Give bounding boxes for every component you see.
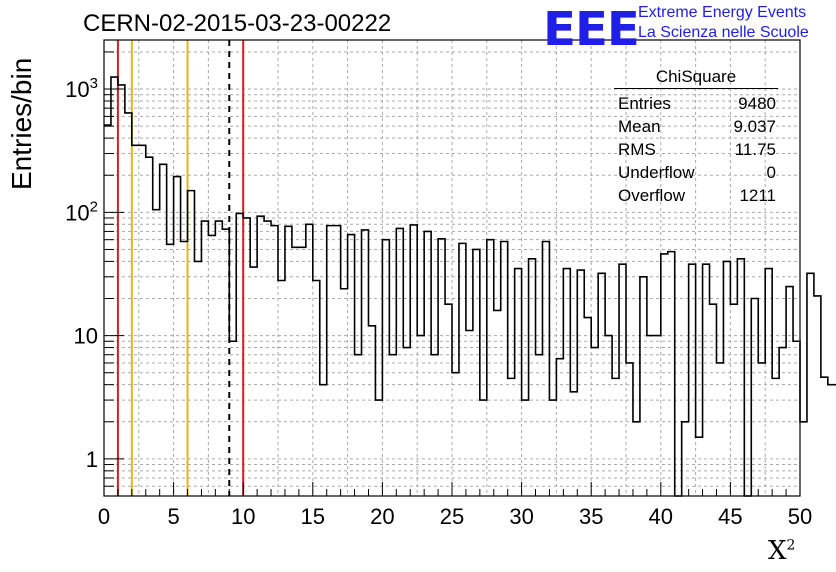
- histogram-line: [104, 76, 836, 497]
- y-tick-label: 102: [65, 198, 98, 225]
- chart-title: CERN-02-2015-03-23-00222: [83, 10, 392, 37]
- stats-row: RMS 11.75: [614, 138, 778, 161]
- x-tick-label: 0: [98, 504, 110, 529]
- y-tick-label: 10: [74, 324, 98, 349]
- x-axis-label-exponent: 2: [786, 537, 796, 554]
- stats-label: Overflow: [618, 186, 686, 205]
- x-tick-label: 45: [718, 504, 742, 529]
- stats-value: 1211: [739, 186, 776, 205]
- stats-label: Underflow: [618, 163, 695, 182]
- stats-label: RMS: [618, 140, 656, 159]
- stats-row: Mean 9.037: [614, 115, 778, 138]
- stats-row: Overflow 1211: [614, 184, 778, 207]
- reference-lines: [116, 40, 245, 496]
- x-tick-label: 35: [579, 504, 603, 529]
- stats-value: 9480: [738, 94, 776, 113]
- y-tick-label: 1: [86, 447, 98, 472]
- stats-value: 9.037: [733, 117, 776, 136]
- x-tick-label: 10: [231, 504, 255, 529]
- logo-text-line1: Extreme Energy Events: [638, 4, 807, 21]
- y-axis: 1 10 102 103: [65, 51, 124, 497]
- stats-label: Mean: [618, 117, 661, 136]
- y-axis-label: Entries/bin: [6, 57, 37, 190]
- stats-value: 0: [766, 163, 776, 182]
- x-tick-label: 50: [788, 504, 812, 529]
- x-axis-label-base: X: [768, 536, 787, 566]
- stats-label: Entries: [618, 94, 671, 113]
- eee-logo: EEE: [543, 2, 640, 56]
- x-tick-label: 25: [440, 504, 464, 529]
- x-tick-label: 20: [370, 504, 394, 529]
- stats-row: Underflow 0: [614, 161, 778, 184]
- stats-title: ChiSquare: [614, 67, 778, 89]
- x-axis: 0 5 10 15 20 25 30 35 40 45 50: [98, 482, 812, 529]
- x-tick-label: 15: [301, 504, 325, 529]
- x-tick-label: 40: [649, 504, 673, 529]
- x-axis-label: X2: [768, 536, 795, 566]
- stats-row: Entries 9480: [614, 92, 778, 115]
- y-tick-label: 103: [65, 75, 98, 102]
- stats-box: ChiSquare Entries 9480 Mean 9.037 RMS 11.75 Un…: [614, 67, 778, 207]
- stats-value: 11.75: [734, 140, 776, 159]
- logo-text-line2: La Scienza nelle Scuole: [638, 24, 809, 41]
- x-tick-label: 30: [509, 504, 533, 529]
- stats-rows: Entries 9480 Mean 9.037 RMS 11.75 Underflow 0 Ov…: [614, 92, 778, 207]
- x-tick-label: 5: [167, 504, 179, 529]
